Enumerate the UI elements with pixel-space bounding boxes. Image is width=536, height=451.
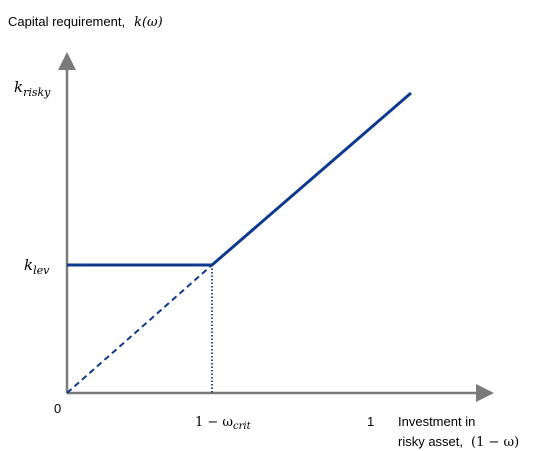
- title-text: Capital requirement,: [8, 14, 125, 29]
- y-axis-arrowhead: [58, 52, 76, 70]
- one-label: 1: [367, 414, 374, 429]
- origin-label: 0: [54, 401, 61, 416]
- x-axis-label-line2: risky asset, (1 − ω): [398, 433, 519, 450]
- x-axis-arrowhead: [476, 384, 494, 402]
- x-axis-label-line1: Investment in: [398, 414, 475, 429]
- k-risky-label: krisky: [14, 78, 51, 99]
- title-math: k(ω): [134, 15, 163, 30]
- k-lev-label: klev: [24, 256, 50, 277]
- crit-label: 1 − ωcrit: [195, 415, 252, 432]
- capital-requirement-line: [67, 91, 412, 267]
- diagram-title: Capital requirement, k(ω): [8, 13, 163, 30]
- dashed-proportional-line: [66, 264, 213, 394]
